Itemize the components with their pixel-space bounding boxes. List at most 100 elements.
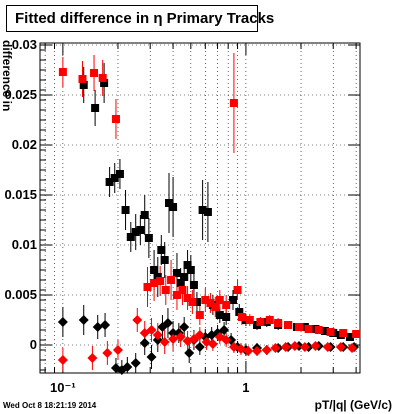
y-tick-label: 0 [30, 337, 37, 352]
data-point-square [233, 286, 242, 294]
data-point-square [144, 234, 153, 242]
data-point-diamond [194, 342, 205, 352]
data-point-diamond [219, 325, 230, 335]
y-tick-label: 0.01 [12, 237, 37, 252]
data-point-diamond [289, 341, 300, 351]
data-point-square [237, 313, 246, 321]
data-point-diamond [146, 352, 157, 362]
data-point-diamond [159, 337, 170, 347]
data-point-diamond [168, 334, 179, 344]
data-point-square [183, 294, 192, 302]
axes: 0 0.005 0.01 0.015 0.02 0.025 0.03 10⁻¹ 1 [4, 37, 360, 395]
data-point-diamond [152, 330, 163, 340]
data-point-square [211, 303, 220, 311]
data-point-square [110, 174, 119, 182]
data-point-square [58, 68, 67, 76]
data-point-diamond [78, 315, 89, 325]
data-point-diamond [280, 342, 291, 352]
data-point-square [172, 291, 181, 299]
data-point-diamond [299, 342, 310, 352]
timestamp: Wed Oct 8 18:21:19 2014 [3, 401, 97, 410]
data-point-square [140, 211, 149, 219]
data-point-diamond [122, 362, 133, 372]
data-point-diamond [270, 343, 281, 353]
data-point-square [100, 79, 109, 87]
data-point-square [176, 279, 185, 287]
data-point-diamond [207, 339, 218, 349]
y-axis-label: difference in [0, 40, 14, 112]
data-point-square [157, 246, 166, 254]
chart-title: Fitted difference in η Primary Tracks [6, 5, 274, 32]
data-point-square [195, 311, 204, 319]
data-point-square [180, 273, 189, 281]
data-point-diamond [139, 338, 150, 348]
x-axis-label: pT/|q| (GeV/c) [314, 398, 392, 412]
data-point-diamond [168, 328, 179, 338]
data-point-square [105, 178, 114, 186]
data-point-diamond [132, 315, 143, 325]
data-point-square [183, 261, 192, 269]
data-point-diamond [92, 322, 103, 332]
data-point-square [164, 199, 173, 207]
data-point-square [115, 170, 124, 178]
data-point-square [131, 228, 140, 236]
data-point-square [167, 276, 176, 284]
data-markers [57, 68, 361, 375]
data-point-diamond [162, 318, 173, 328]
data-point-square [201, 296, 210, 304]
data-point-diamond [57, 355, 68, 365]
data-point-square [161, 286, 170, 294]
data-point-diamond [243, 346, 254, 356]
data-point-square [156, 277, 165, 285]
data-point-square [295, 323, 304, 331]
y-tick-label: 0.005 [4, 287, 37, 302]
y-tick-label: 0.015 [4, 187, 37, 202]
data-point-diamond [228, 342, 239, 352]
x-tick-label: 1 [242, 380, 249, 395]
data-point-square [203, 208, 212, 216]
data-point-square [79, 81, 88, 89]
data-point-diamond [112, 345, 123, 355]
data-point-diamond [261, 345, 272, 355]
data-point-square [188, 298, 197, 306]
data-point-square [169, 203, 178, 211]
data-point-square [222, 301, 231, 309]
data-point-diamond [235, 344, 246, 354]
data-point-square [98, 74, 107, 82]
data-point-square [215, 311, 224, 319]
y-axis-label-box: difference in [0, 40, 14, 170]
data-point-square [345, 333, 354, 341]
y-tick-label: 0.025 [4, 87, 37, 102]
data-point-square [284, 321, 293, 329]
data-point-diamond [130, 358, 141, 368]
data-point-square [178, 286, 187, 294]
data-point-square [314, 326, 323, 334]
data-point-square [143, 283, 152, 291]
data-point-diamond [252, 346, 263, 356]
data-point-square [189, 281, 198, 289]
data-point-diamond [335, 342, 346, 352]
data-point-square [326, 328, 335, 336]
data-point-square [150, 279, 159, 287]
data-point-square [192, 298, 201, 306]
data-point-diamond [194, 330, 205, 340]
data-point-square [206, 299, 215, 307]
data-point-square [186, 266, 195, 274]
data-point-diamond [57, 317, 68, 327]
data-point-diamond [102, 348, 113, 358]
data-point-diamond [184, 348, 195, 358]
x-tick-label: 10⁻¹ [50, 380, 76, 395]
data-point-square [245, 316, 254, 324]
y-tick-label: 0.02 [12, 137, 37, 152]
data-point-diamond [310, 341, 321, 351]
data-point-square [126, 233, 135, 241]
data-point-square [320, 327, 329, 335]
data-point-square [150, 266, 159, 274]
data-point-square [229, 99, 238, 107]
data-point-diamond [100, 320, 111, 330]
data-point-square [222, 313, 231, 321]
y-tick-label: 0.03 [12, 37, 37, 52]
data-point-square [198, 206, 207, 214]
data-point-square [136, 226, 145, 234]
